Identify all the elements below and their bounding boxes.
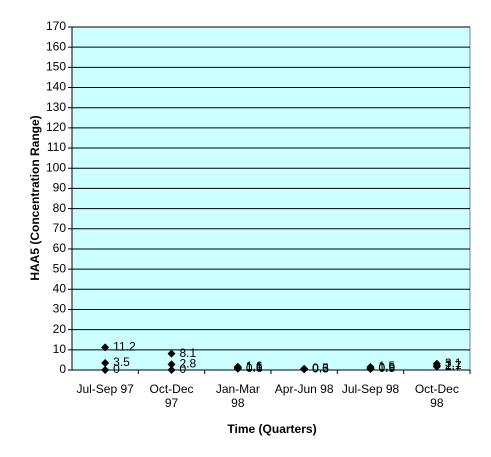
y-tick-label: 60 (53, 241, 67, 255)
y-tick-label: 170 (46, 19, 66, 33)
data-label: 1.6 (246, 359, 263, 373)
marker (101, 358, 110, 367)
marker (432, 362, 441, 371)
marker (300, 365, 309, 374)
y-tick-label: 140 (46, 80, 66, 94)
y-tick-label: 80 (53, 201, 67, 215)
marker (167, 366, 176, 374)
y-tick-label: 70 (53, 221, 67, 235)
x-tick-label: Jul-Sep 97 (76, 382, 134, 396)
x-tick-label: Oct-Dec 98 (414, 382, 459, 410)
y-tick-label: 110 (47, 140, 66, 154)
y-tick-label: 40 (53, 281, 67, 295)
y-tick-label: 90 (53, 181, 67, 195)
y-tick-label: 160 (46, 39, 66, 53)
data-label: 11.2 (113, 340, 136, 354)
y-tick-label: 20 (53, 322, 67, 336)
data-label: 0.6 (312, 361, 329, 375)
data-label: 2.8 (180, 357, 197, 371)
data-label: 0.5 (312, 361, 329, 375)
y-tick-label: 150 (46, 60, 66, 74)
y-tick-label: 0 (59, 362, 66, 376)
data-label: 2.1 (445, 358, 462, 372)
x-tick-label: Apr-Jun 98 (274, 382, 334, 396)
y-tick-label: 100 (46, 160, 66, 174)
marker (167, 349, 176, 358)
data-label: 0 (180, 362, 187, 376)
y-tick-label: 130 (46, 100, 66, 114)
x-tick-label: Jan-Mar 98 (215, 382, 260, 410)
marker (366, 364, 375, 373)
y-tick-label: 10 (53, 342, 67, 356)
data-label: 8.1 (180, 346, 197, 360)
data-label: 0 (113, 362, 120, 376)
y-tick-label: 50 (53, 261, 67, 275)
data-label: 0.9 (379, 360, 396, 374)
data-label: 1.1 (246, 360, 263, 374)
marker (167, 360, 176, 369)
y-axis-label: HAA5 (Concentration Range) (28, 115, 42, 280)
marker (101, 366, 110, 374)
plot-area (71, 26, 471, 371)
data-label: 0.6 (246, 361, 263, 375)
y-tick-label: 30 (53, 302, 67, 316)
data-label: 1.7 (445, 359, 462, 373)
data-label: 0.5 (379, 361, 396, 375)
x-axis-label: Time (Quarters) (227, 422, 316, 436)
data-label: 3.1 (445, 356, 462, 370)
x-tick-label: Oct-Dec 97 (149, 382, 194, 410)
marker (101, 343, 110, 352)
data-label: 1.5 (379, 359, 396, 373)
marker (233, 364, 242, 373)
data-label: 0.3 (312, 362, 329, 376)
y-tick-label: 120 (46, 120, 66, 134)
x-tick-label: Jul-Sep 98 (341, 382, 400, 396)
data-label: 3.5 (113, 355, 130, 369)
